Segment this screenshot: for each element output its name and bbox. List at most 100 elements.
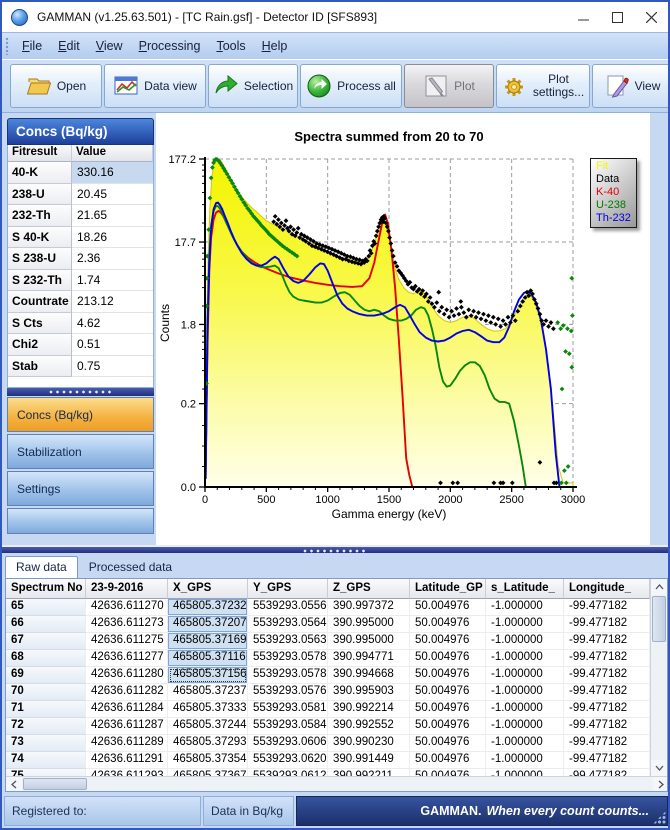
fitresult-value[interactable]: 1.74 <box>72 269 153 291</box>
table-cell[interactable]: 5539293.0576 <box>248 684 328 701</box>
table-cell[interactable]: 50.004976 <box>410 616 486 633</box>
scroll-up-button[interactable] <box>651 579 667 595</box>
menu-tools[interactable]: Tools <box>216 39 246 53</box>
tab-processed-data[interactable]: Processed data <box>88 560 173 574</box>
vertical-scroll-thumb[interactable] <box>652 596 666 642</box>
table-cell[interactable]: 5539293.0556 <box>248 599 328 616</box>
table-cell[interactable]: 42636.611273 <box>86 616 168 633</box>
table-cell[interactable]: 5539293.0578 <box>248 650 328 667</box>
table-cell[interactable]: 465805.37207 <box>168 616 248 633</box>
toolbar-button-open[interactable]: Open <box>10 64 102 108</box>
table-cell[interactable]: -1.000000 <box>486 650 564 667</box>
table-cell[interactable]: 42636.611284 <box>86 701 168 718</box>
table-cell[interactable]: 465805.37354 <box>168 752 248 769</box>
table-cell[interactable]: 5539293.0564 <box>248 616 328 633</box>
horizontal-scrollbar[interactable] <box>6 776 667 791</box>
table-cell[interactable]: 5539293.0578 <box>248 667 328 684</box>
table-cell[interactable]: 50.004976 <box>410 684 486 701</box>
tab-raw-data[interactable]: Raw data <box>5 556 78 578</box>
table-cell[interactable]: -99.477182 <box>564 599 650 616</box>
table-cell[interactable]: 50.004976 <box>410 667 486 684</box>
table-cell[interactable]: 42636.611291 <box>86 752 168 769</box>
close-button[interactable] <box>634 2 668 32</box>
fitresult-value[interactable]: 0.75 <box>72 355 153 377</box>
column-header-x-gps[interactable]: X_GPS <box>168 579 248 599</box>
table-cell[interactable]: 50.004976 <box>410 701 486 718</box>
vertical-scrollbar[interactable] <box>650 579 667 776</box>
table-cell[interactable]: 42636.611289 <box>86 735 168 752</box>
column-header-z-gps[interactable]: Z_GPS <box>328 579 410 599</box>
toolbar-button-data-view[interactable]: Data view <box>104 64 206 108</box>
row-header-cell[interactable]: 74 <box>6 752 86 769</box>
table-cell[interactable]: 465805.37237 <box>168 684 248 701</box>
row-header-cell[interactable]: 71 <box>6 701 86 718</box>
minimize-button[interactable] <box>566 2 600 32</box>
table-cell[interactable]: 50.004976 <box>410 650 486 667</box>
table-cell[interactable]: -1.000000 <box>486 667 564 684</box>
table-cell[interactable]: -99.477182 <box>564 684 650 701</box>
table-cell[interactable]: 42636.611277 <box>86 650 168 667</box>
table-cell[interactable]: 390.990230 <box>328 735 410 752</box>
table-cell[interactable]: 390.991449 <box>328 752 410 769</box>
table-cell[interactable]: 390.995000 <box>328 633 410 650</box>
fitresult-value[interactable]: 21.65 <box>72 205 153 227</box>
column-header-spectrum-no[interactable]: Spectrum No <box>6 579 86 599</box>
table-cell[interactable]: 465805.37333 <box>168 701 248 718</box>
table-cell[interactable]: -1.000000 <box>486 718 564 735</box>
table-cell[interactable]: 50.004976 <box>410 599 486 616</box>
table-cell[interactable]: 50.004976 <box>410 752 486 769</box>
table-cell[interactable]: 5539293.0606 <box>248 735 328 752</box>
table-cell[interactable]: 465805.37293 <box>168 735 248 752</box>
table-cell[interactable]: 42636.611275 <box>86 633 168 650</box>
fitresult-value[interactable]: 20.45 <box>72 183 153 205</box>
table-cell[interactable]: 50.004976 <box>410 735 486 752</box>
horizontal-scroll-thumb[interactable] <box>23 778 87 790</box>
table-cell[interactable]: -1.000000 <box>486 684 564 701</box>
left-splitter[interactable] <box>7 388 154 396</box>
table-cell[interactable]: -1.000000 <box>486 599 564 616</box>
column-header-y-gps[interactable]: Y_GPS <box>248 579 328 599</box>
row-header-cell[interactable]: 65 <box>6 599 86 616</box>
sidebar-item-concs-bq-kg[interactable]: Concs (Bq/kg) <box>7 397 154 432</box>
menu-view[interactable]: View <box>95 39 123 53</box>
table-cell[interactable]: -1.000000 <box>486 752 564 769</box>
table-cell[interactable]: -99.477182 <box>564 616 650 633</box>
fitresult-value[interactable]: 4.62 <box>72 312 153 334</box>
column-header-latitude-gp[interactable]: Latitude_GP <box>410 579 486 599</box>
row-header-cell[interactable]: 66 <box>6 616 86 633</box>
table-cell[interactable]: 465805.37116 <box>168 650 248 667</box>
table-cell[interactable]: 42636.611287 <box>86 718 168 735</box>
scroll-down-button[interactable] <box>651 760 667 776</box>
table-cell[interactable]: -99.477182 <box>564 633 650 650</box>
table-cell[interactable]: 390.995000 <box>328 616 410 633</box>
table-cell[interactable]: -99.477182 <box>564 718 650 735</box>
table-cell[interactable]: -1.000000 <box>486 633 564 650</box>
table-cell[interactable]: -1.000000 <box>486 616 564 633</box>
table-cell[interactable]: 465805.37169 <box>168 633 248 650</box>
sidebar-item-settings[interactable]: Settings <box>7 471 154 506</box>
menu-file[interactable]: File <box>22 39 43 53</box>
row-header-cell[interactable]: 72 <box>6 718 86 735</box>
column-header-23-9-2016[interactable]: 23-9-2016 <box>86 579 168 599</box>
table-cell[interactable]: 5539293.0584 <box>248 718 328 735</box>
menu-grip[interactable] <box>5 36 10 56</box>
fitresult-value[interactable]: 18.26 <box>72 226 153 248</box>
table-cell[interactable]: -99.477182 <box>564 667 650 684</box>
main-splitter[interactable] <box>2 545 668 553</box>
table-cell[interactable]: -99.477182 <box>564 752 650 769</box>
table-cell[interactable]: 50.004976 <box>410 633 486 650</box>
menu-processing[interactable]: Processing <box>138 39 201 53</box>
table-cell[interactable]: 390.994771 <box>328 650 410 667</box>
table-cell[interactable]: 390.992552 <box>328 718 410 735</box>
table-cell[interactable]: 390.994668 <box>328 667 410 684</box>
table-cell[interactable]: 42636.611270 <box>86 599 168 616</box>
menu-help[interactable]: Help <box>261 39 288 53</box>
column-header-s-latitude[interactable]: s_Latitude_ <box>486 579 564 599</box>
table-cell[interactable]: 50.004976 <box>410 718 486 735</box>
table-cell[interactable]: 42636.611280 <box>86 667 168 684</box>
table-cell[interactable]: 42636.611282 <box>86 684 168 701</box>
table-cell[interactable]: 465805.37232 <box>168 599 248 616</box>
table-cell[interactable]: 390.995903 <box>328 684 410 701</box>
row-header-cell[interactable]: 69 <box>6 667 86 684</box>
table-cell[interactable]: 5539293.0620 <box>248 752 328 769</box>
